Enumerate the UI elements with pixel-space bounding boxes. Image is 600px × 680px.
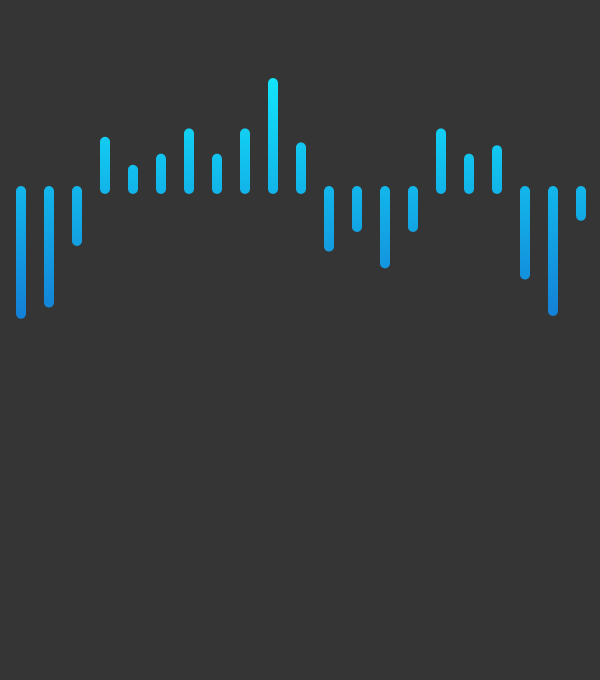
- bar-9: [240, 128, 250, 194]
- bar-11: [296, 142, 306, 194]
- bar-1: [16, 186, 26, 319]
- bar-15: [408, 186, 418, 232]
- bar-14: [380, 186, 390, 269]
- bar-10: [268, 78, 278, 194]
- bar-2: [44, 186, 54, 308]
- bar-12: [324, 186, 334, 252]
- bar-6: [156, 153, 166, 194]
- bar-16: [436, 128, 446, 194]
- bar-20: [548, 186, 558, 316]
- bar-17: [464, 153, 474, 194]
- bar-7: [184, 128, 194, 194]
- bar-5: [128, 164, 138, 194]
- bars-group: [16, 78, 586, 319]
- bar-13: [352, 186, 362, 232]
- bar-18: [492, 145, 502, 194]
- bar-19: [520, 186, 530, 280]
- bar-4: [100, 136, 110, 194]
- bar-21: [576, 186, 586, 221]
- bar-3: [72, 186, 82, 246]
- bar-8: [212, 153, 222, 194]
